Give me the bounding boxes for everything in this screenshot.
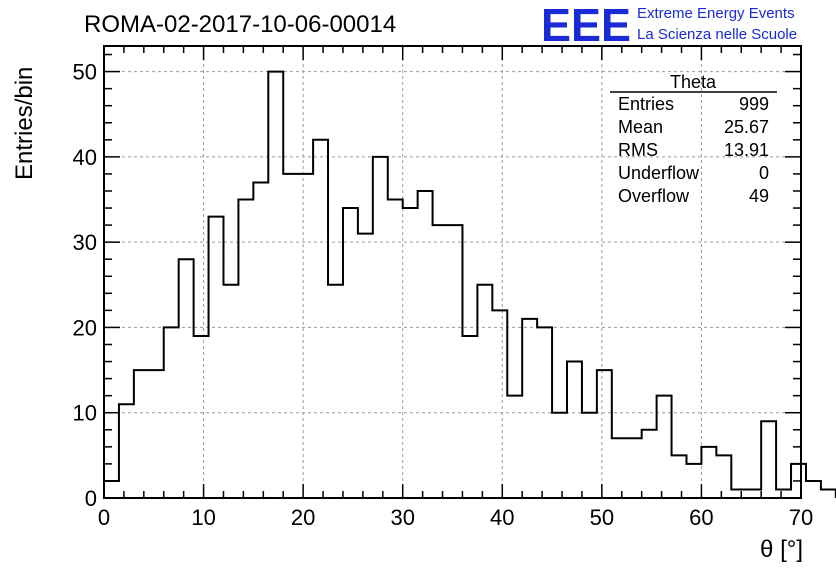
plot-frame — [103, 45, 802, 499]
x-tick-label: 40 — [490, 505, 514, 530]
stats-title: Theta — [670, 72, 717, 92]
stats-value-overflow: 49 — [749, 186, 769, 206]
x-tick-label: 30 — [390, 505, 414, 530]
y-tick-label: 30 — [73, 230, 97, 255]
stats-label-underflow: Underflow — [618, 163, 700, 183]
axis-ticks — [103, 46, 802, 499]
y-tick-label: 0 — [85, 486, 97, 511]
x-tick-label: 60 — [689, 505, 713, 530]
x-tick-label: 0 — [98, 505, 110, 530]
stats-value-mean: 25.67 — [724, 117, 769, 137]
logo-mark: EEE — [541, 0, 631, 51]
stats-value-rms: 13.91 — [724, 140, 769, 160]
y-axis-label: Entries/bin — [11, 67, 38, 180]
stats-label-rms: RMS — [618, 140, 658, 160]
stats-label-overflow: Overflow — [618, 186, 690, 206]
x-axis-label: θ [°] — [760, 536, 803, 563]
x-tick-label: 10 — [191, 505, 215, 530]
stats-value-underflow: 0 — [759, 163, 769, 183]
stats-label-mean: Mean — [618, 117, 663, 137]
eee-logo: EEE Extreme Energy Events La Scienza nel… — [541, 0, 797, 51]
y-tick-label: 40 — [73, 145, 97, 170]
chart-title: ROMA-02-2017-10-06-00014 — [84, 11, 396, 38]
stats-label-entries: Entries — [618, 94, 674, 114]
y-tick-label: 20 — [73, 315, 97, 340]
grid-lines — [104, 46, 801, 498]
tick-labels: 0 10 20 30 40 50 60 70 0 10 20 30 40 50 — [73, 60, 814, 530]
x-tick-label: 50 — [590, 505, 614, 530]
stats-box: Theta Entries 999 Mean 25.67 RMS 13.91 Underfl… — [610, 72, 777, 206]
histogram-series-outline — [103, 70, 836, 498]
logo-line-1: Extreme Energy Events — [637, 5, 795, 22]
x-tick-label: 20 — [291, 505, 315, 530]
y-tick-label: 50 — [73, 60, 97, 85]
stats-value-entries: 999 — [739, 94, 769, 114]
x-tick-label: 70 — [789, 505, 813, 530]
logo-line-2: La Scienza nelle Scuole — [637, 26, 797, 43]
y-tick-label: 10 — [73, 401, 97, 426]
